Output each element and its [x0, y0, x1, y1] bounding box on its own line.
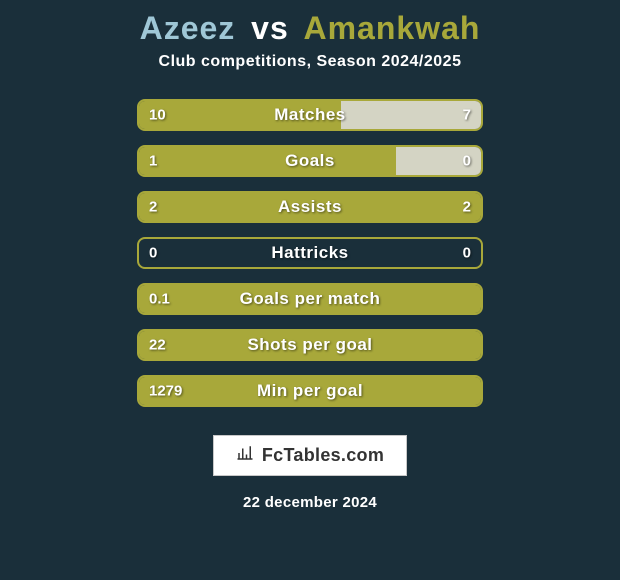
stat-row: 1279Min per goal: [137, 375, 483, 407]
watermark-text: FcTables.com: [262, 445, 384, 466]
stat-row: 00Hattricks: [137, 237, 483, 269]
stat-label: Matches: [139, 105, 481, 125]
watermark-badge: FcTables.com: [213, 435, 407, 476]
stat-bar: 00Hattricks: [137, 237, 483, 269]
stat-label: Assists: [139, 197, 481, 217]
stat-bar: 0.1Goals per match: [137, 283, 483, 315]
stat-bar: 10Goals: [137, 145, 483, 177]
stat-label: Shots per goal: [139, 335, 481, 355]
title-player-right: Amankwah: [303, 10, 480, 46]
subtitle: Club competitions, Season 2024/2025: [159, 53, 462, 71]
stat-label: Hattricks: [139, 243, 481, 263]
stat-row: 107Matches: [137, 99, 483, 131]
title-vs: vs: [251, 10, 289, 46]
title-player-left: Azeez: [140, 10, 236, 46]
stat-label: Goals: [139, 151, 481, 171]
page-title: Azeez vs Amankwah: [140, 10, 481, 47]
stat-row: 10Goals: [137, 145, 483, 177]
stat-bar: 22Shots per goal: [137, 329, 483, 361]
stat-bar: 22Assists: [137, 191, 483, 223]
stat-label: Min per goal: [139, 381, 481, 401]
stat-label: Goals per match: [139, 289, 481, 309]
stat-bar: 1279Min per goal: [137, 375, 483, 407]
stat-bar: 107Matches: [137, 99, 483, 131]
stat-row: 0.1Goals per match: [137, 283, 483, 315]
date-label: 22 december 2024: [243, 494, 377, 511]
stat-row: 22Assists: [137, 191, 483, 223]
comparison-infographic: Azeez vs Amankwah Club competitions, Sea…: [0, 0, 620, 580]
stat-row: 22Shots per goal: [137, 329, 483, 361]
stat-rows-container: 107Matches 10Goals 22Assists 00Hattricks 0.1…: [137, 99, 483, 421]
bar-chart-icon: [236, 444, 254, 467]
